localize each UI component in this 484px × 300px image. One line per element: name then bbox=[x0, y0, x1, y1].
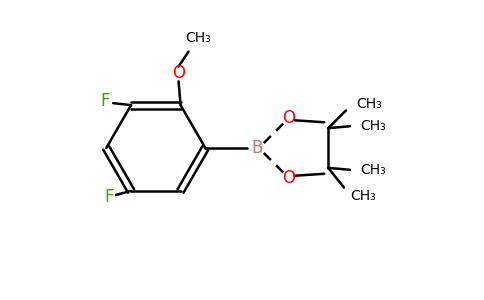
Text: O: O bbox=[172, 64, 185, 82]
Text: CH₃: CH₃ bbox=[350, 189, 376, 202]
Text: O: O bbox=[282, 109, 295, 127]
Text: O: O bbox=[282, 169, 295, 187]
Text: CH₃: CH₃ bbox=[185, 31, 212, 45]
Text: CH₃: CH₃ bbox=[356, 98, 382, 111]
Text: CH₃: CH₃ bbox=[360, 163, 386, 177]
Text: B: B bbox=[251, 139, 262, 157]
Text: F: F bbox=[101, 92, 110, 110]
Text: CH₃: CH₃ bbox=[360, 119, 386, 133]
Text: F: F bbox=[105, 188, 114, 206]
